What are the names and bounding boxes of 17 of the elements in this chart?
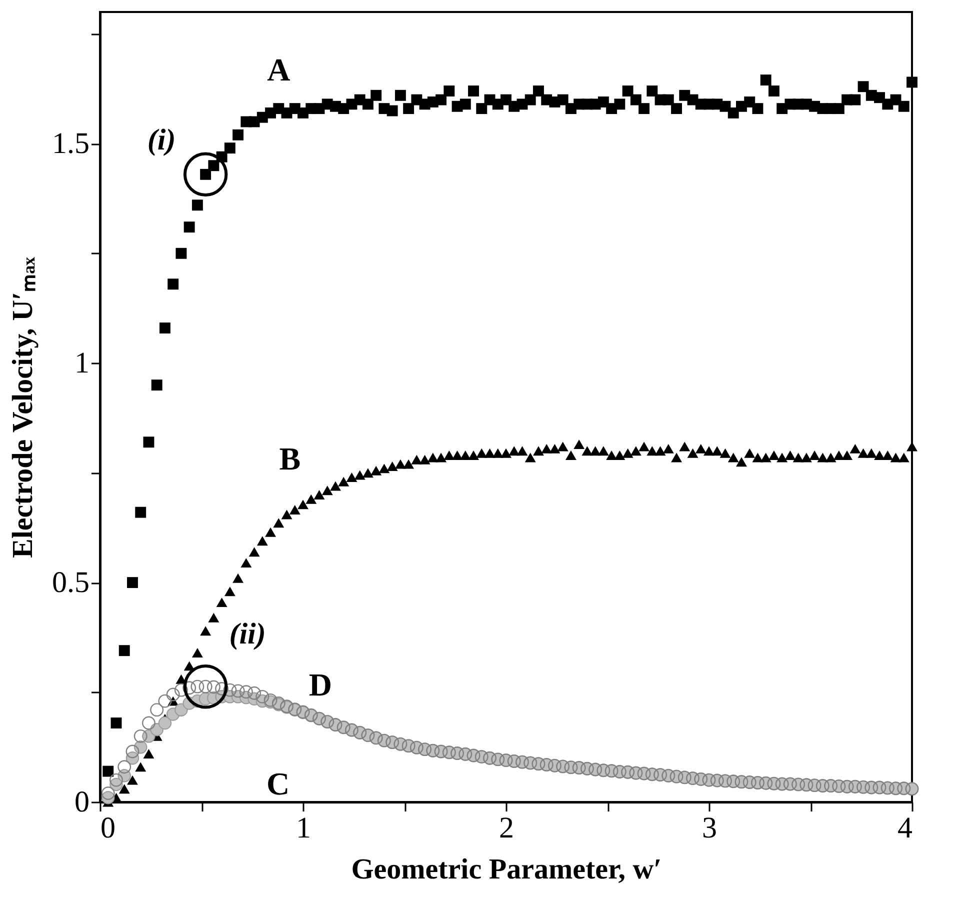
series-label: A <box>267 52 290 88</box>
y-tick-label: 1 <box>74 346 90 380</box>
series-label: C <box>266 766 290 802</box>
y-tick-label: 0 <box>74 786 90 818</box>
y-tick-label: 0.5 <box>52 566 90 600</box>
x-tick-label: 0 <box>100 812 116 844</box>
y-tick-label: 1.5 <box>52 127 90 160</box>
annotation: (i) <box>147 123 176 156</box>
series-label: D <box>308 666 332 703</box>
x-tick-label: 1 <box>296 812 311 844</box>
series-label: B <box>279 440 301 477</box>
x-axis-title: Geometric Parameter, w′ <box>351 854 662 886</box>
y-axis-title: Electrode Velocity, U′ₘₐₓ <box>7 256 39 558</box>
x-tick-label: 2 <box>499 812 514 844</box>
x-tick-label: 4 <box>898 812 912 844</box>
annotation: (ii) <box>229 618 266 651</box>
x-tick-label: 3 <box>702 812 717 844</box>
